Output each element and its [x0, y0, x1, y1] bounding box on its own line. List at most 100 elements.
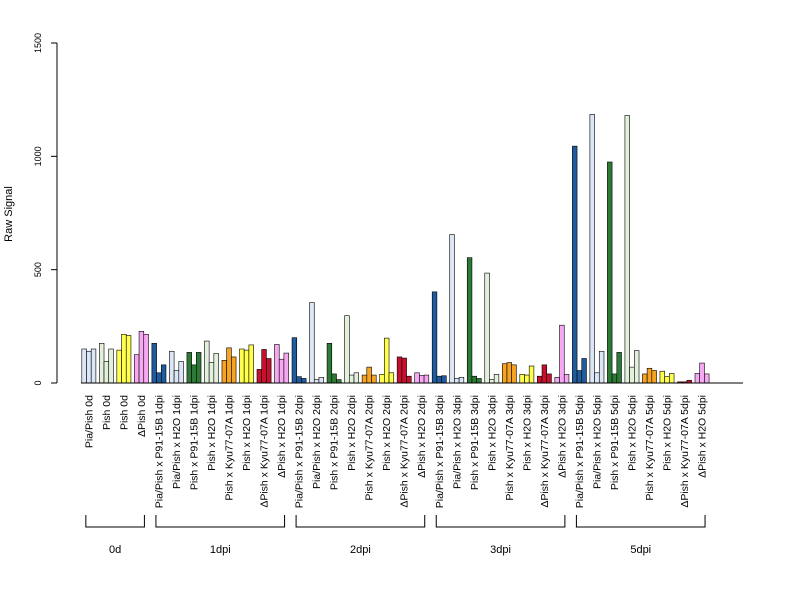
- category-label: Pia/Pish x H2O 1dpi: [171, 395, 183, 489]
- category-label: Pia/Pish x H2O 3dpi: [451, 395, 463, 489]
- group-label: 5dpi: [630, 544, 651, 556]
- category-label: ΔPish x H2O 5dpi: [697, 395, 709, 478]
- category-label: ΔPish x Kyu77-07A 3dpi: [539, 395, 551, 508]
- bar: [134, 354, 140, 384]
- bar: [169, 350, 175, 384]
- group-bracket: [295, 515, 426, 528]
- bar: [379, 374, 385, 384]
- group-brackets: 0d 1dpi 2dpi 3dpi 5dpi: [85, 515, 706, 556]
- bar: [699, 362, 705, 384]
- bar: [524, 374, 530, 384]
- category-label: Pia/Pish 0d: [83, 395, 95, 448]
- category-label: Pish x H2O 5dpi: [662, 395, 674, 471]
- bar: [576, 370, 583, 384]
- category-label: Pish x P91-15B 2dpi: [329, 395, 341, 490]
- y-tick-label: 1500: [33, 33, 43, 53]
- category-label: ΔPish x H2O 2dpi: [416, 395, 428, 478]
- bar: [371, 374, 377, 384]
- category-label: Pia/Pish x P91-15B 5dpi: [574, 395, 586, 508]
- category-label: Pia/Pish x H2O 5dpi: [591, 395, 603, 489]
- bar: [103, 361, 110, 384]
- bar: [196, 352, 202, 384]
- bar: [581, 358, 587, 384]
- bar: [243, 349, 250, 384]
- bar: [274, 344, 280, 384]
- bar: [624, 115, 630, 384]
- category-label: Pish x H2O 2dpi: [346, 395, 358, 471]
- bar: [90, 348, 97, 384]
- category-label: Pish x H2O 3dpi: [521, 395, 533, 471]
- bar: [458, 377, 465, 384]
- bar: [366, 366, 372, 384]
- bar: [616, 352, 622, 384]
- bar: [326, 343, 333, 384]
- bar: [208, 362, 215, 384]
- group-label: 2dpi: [350, 544, 371, 556]
- category-label: Pish x P91-15B 5dpi: [609, 395, 621, 490]
- bar: [331, 373, 337, 384]
- bar: [559, 324, 565, 384]
- bar: [511, 364, 517, 384]
- bar: [318, 377, 324, 384]
- bar: [99, 343, 105, 384]
- bar: [283, 352, 289, 384]
- bar: [186, 352, 192, 384]
- bar: [598, 350, 605, 384]
- y-tick-label: 500: [33, 262, 43, 277]
- bar: [348, 374, 355, 384]
- category-label: Pish x P91-15B 3dpi: [469, 395, 481, 490]
- bar: [296, 376, 302, 384]
- category-label: Pish x H2O 2dpi: [381, 395, 393, 471]
- category-label: Pia/Pish x P91-15B 2dpi: [294, 395, 306, 508]
- group-label: 0d: [109, 544, 121, 556]
- bar: [108, 348, 114, 384]
- bar: [401, 357, 407, 384]
- bar: [116, 349, 122, 384]
- bar: [493, 374, 500, 384]
- bar: [125, 335, 132, 384]
- bar: [423, 374, 430, 384]
- bar: [231, 356, 237, 384]
- bar: [291, 337, 298, 384]
- category-label: Pish 0d: [118, 395, 130, 430]
- bar: [634, 350, 640, 384]
- bar: [501, 363, 508, 384]
- bar: [704, 373, 710, 384]
- bar: [143, 333, 149, 384]
- bar: [554, 377, 560, 384]
- bar: [173, 370, 180, 384]
- category-label: Pish x Kyu77-07A 1dpi: [224, 395, 236, 501]
- bar: [226, 347, 232, 384]
- group-bracket: [85, 515, 145, 528]
- group-bracket: [435, 515, 566, 528]
- category-label: Pish x Kyu77-07A 5dpi: [644, 395, 656, 501]
- bar: [419, 375, 425, 384]
- bar: [669, 373, 675, 384]
- bar: [248, 344, 254, 384]
- bar: [138, 331, 145, 384]
- category-label: Pish x Kyu77-07A 2dpi: [364, 395, 376, 501]
- y-tick-label: 1000: [33, 146, 43, 166]
- bar: [414, 372, 420, 384]
- bar: [471, 375, 477, 384]
- bar: [388, 372, 395, 384]
- bar: [301, 378, 307, 384]
- bar: [204, 340, 210, 384]
- bar: [646, 367, 653, 384]
- category-label: ΔPish 0d: [136, 395, 148, 437]
- bars: [81, 114, 710, 384]
- bar: [278, 358, 285, 384]
- bar: [266, 358, 272, 384]
- bar: [537, 375, 543, 384]
- group-label: 3dpi: [490, 544, 511, 556]
- group-label: 1dpi: [210, 544, 231, 556]
- category-label: ΔPish x Kyu77-07A 2dpi: [399, 395, 411, 508]
- bar: [121, 333, 127, 384]
- category-label: ΔPish x Kyu77-07A 5dpi: [679, 395, 691, 508]
- category-label: ΔPish x Kyu77-07A 1dpi: [259, 395, 271, 508]
- bar: [441, 375, 447, 384]
- bar: [436, 375, 442, 384]
- bar: [353, 372, 359, 384]
- bar: [221, 360, 227, 384]
